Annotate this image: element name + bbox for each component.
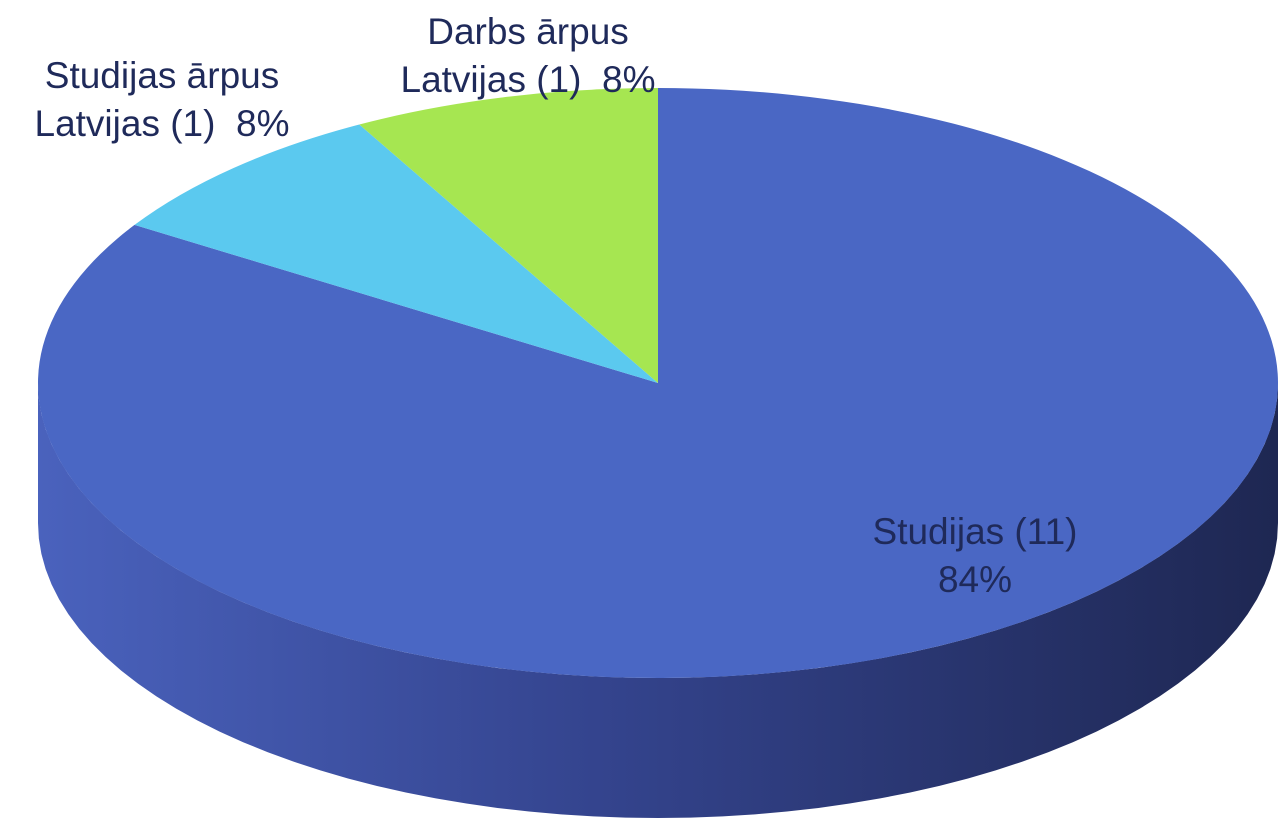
slice bbox=[134, 124, 658, 383]
slice bbox=[359, 88, 658, 383]
value-label: 8% bbox=[602, 59, 656, 100]
data-label: Studijas (11) 84% bbox=[825, 508, 1125, 604]
category-label: Studijas (11) bbox=[872, 511, 1078, 552]
data-label: Studijas ārpus Latvijas (1) 8% bbox=[12, 52, 312, 148]
value-label: 84% bbox=[937, 559, 1013, 600]
data-label: Darbs ārpus Latvijas (1) 8% bbox=[368, 8, 688, 104]
slice-side bbox=[38, 383, 1278, 818]
value-label: 8% bbox=[236, 103, 290, 144]
category-label: Darbs ārpus Latvijas (1) bbox=[400, 11, 629, 100]
category-label: Studijas ārpus Latvijas (1) bbox=[34, 55, 280, 144]
